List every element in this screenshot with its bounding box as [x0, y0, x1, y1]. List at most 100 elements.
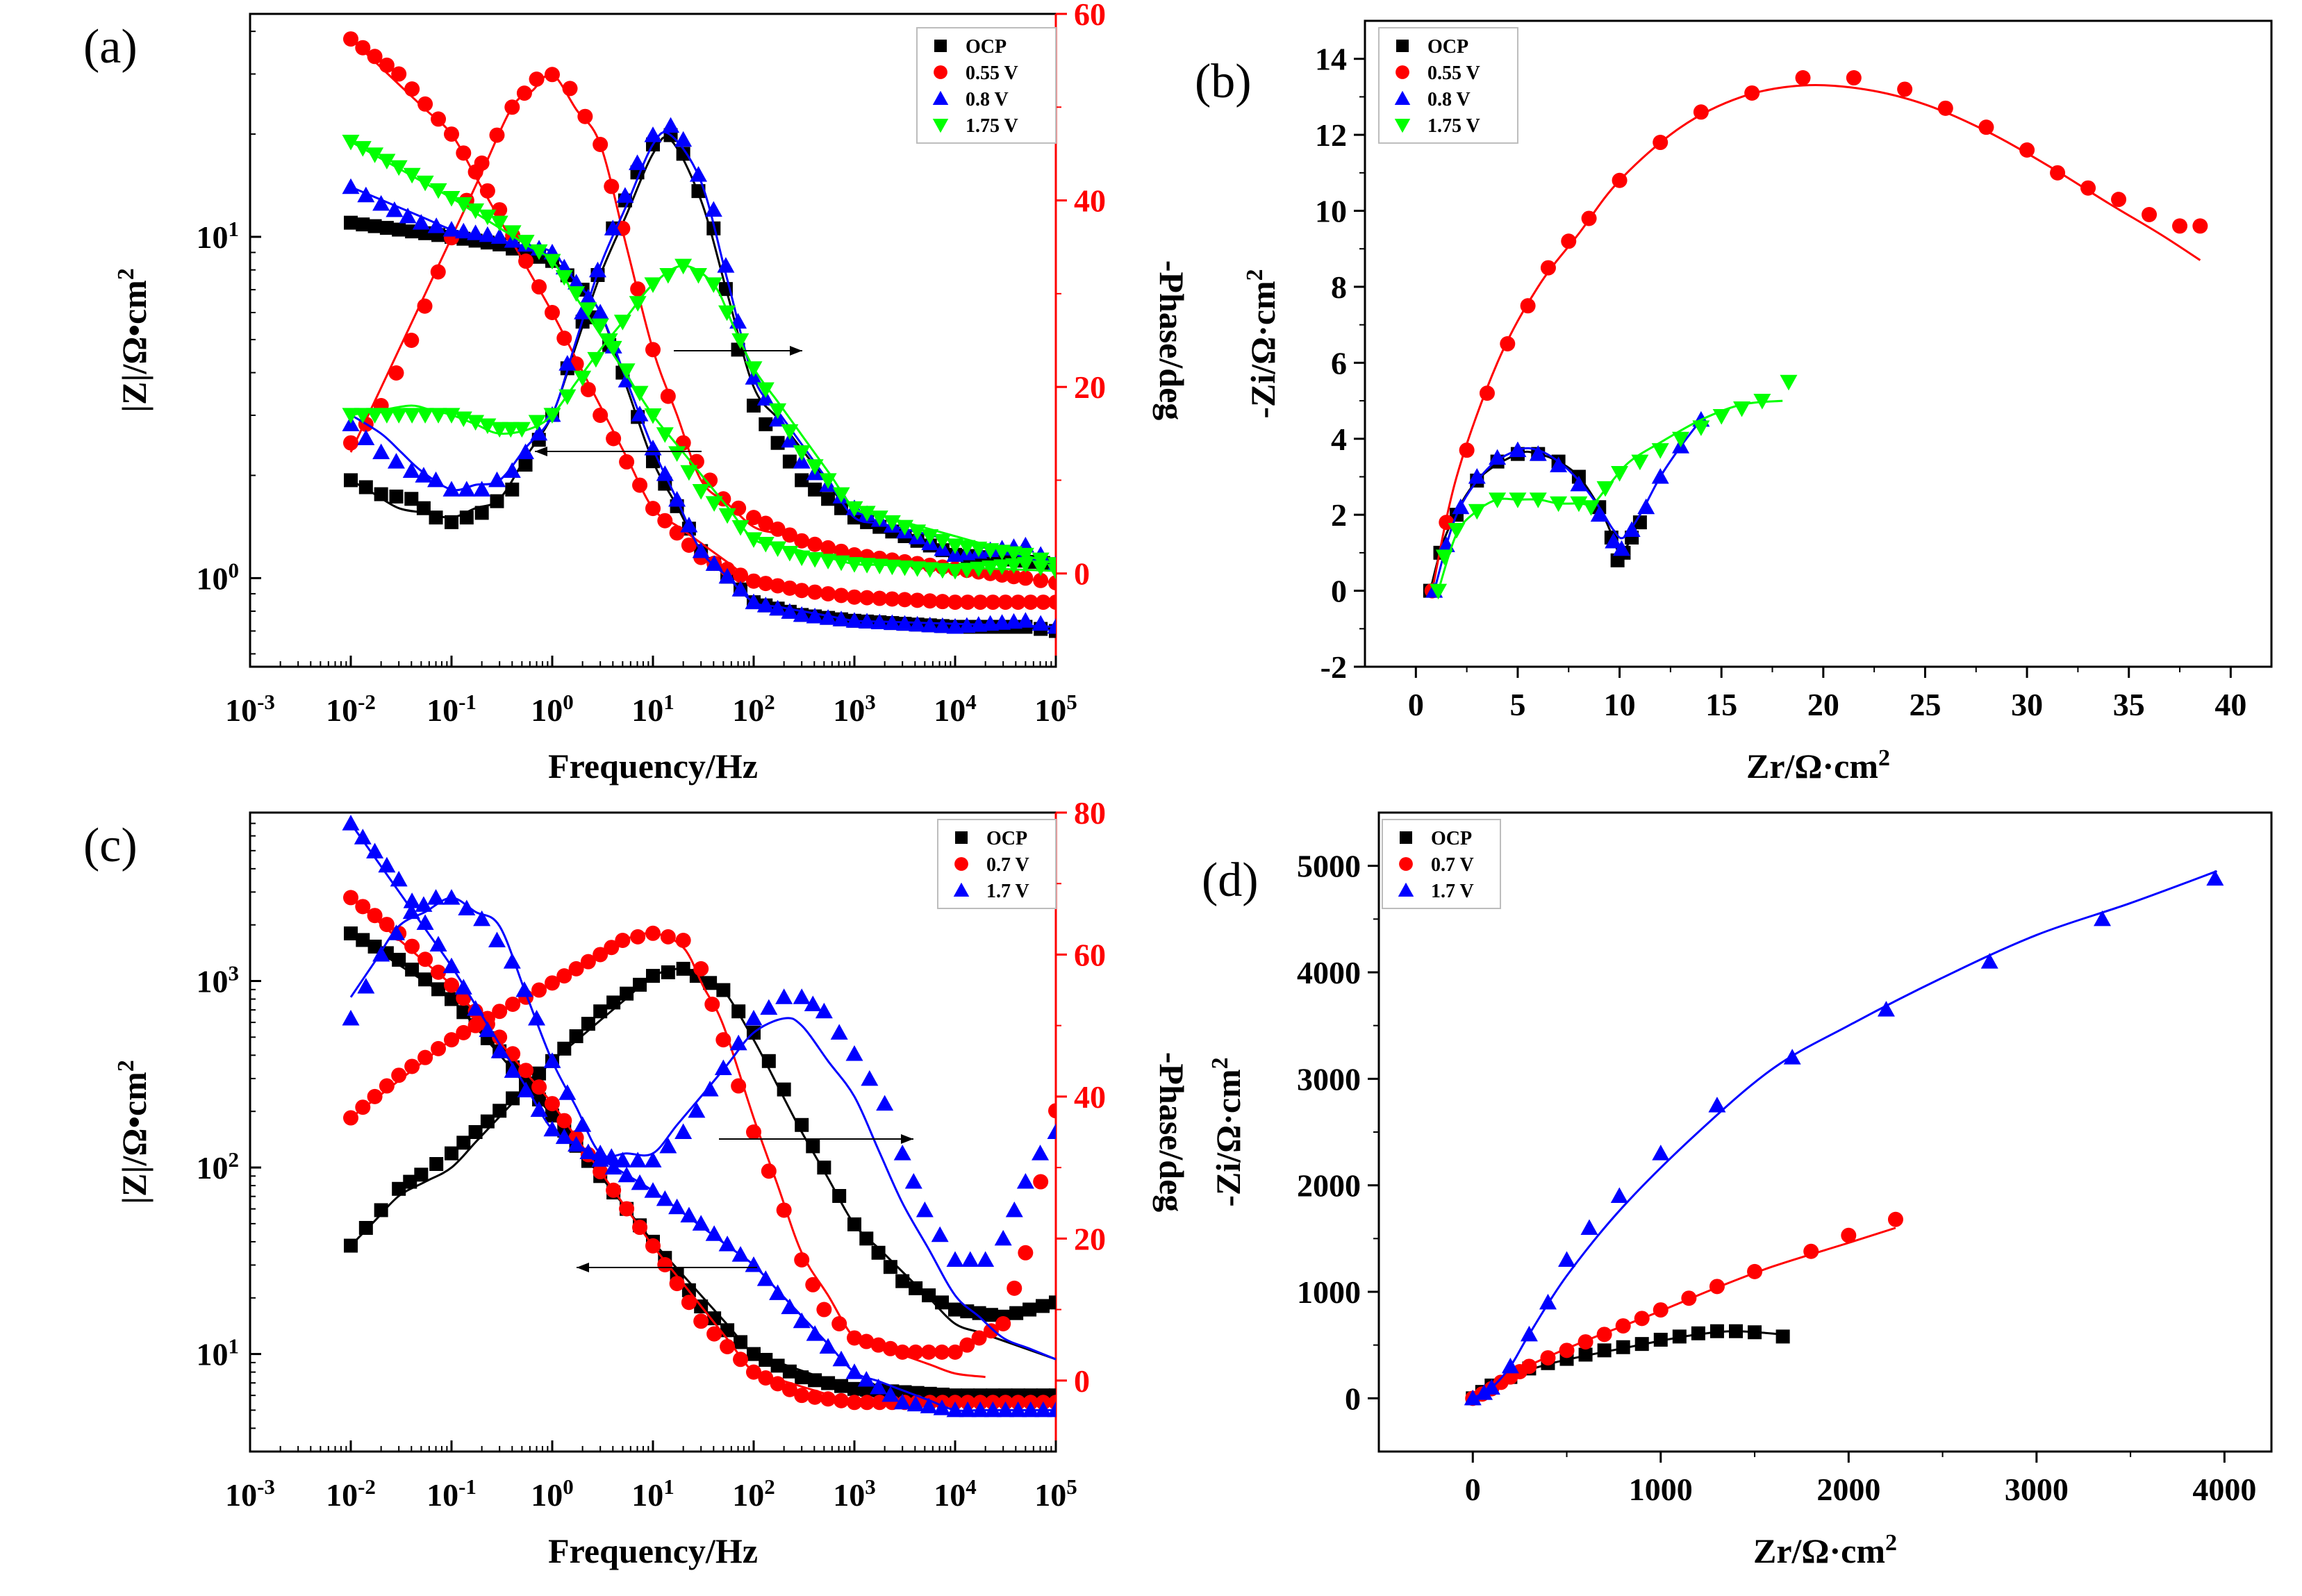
data-point-modulus: [391, 66, 407, 82]
y-tick-label: 4: [1331, 422, 1347, 457]
data-point-phase: [659, 268, 677, 284]
legend-marker-2: [1398, 882, 1414, 897]
data-point-modulus: [619, 454, 635, 470]
x-tick-label: 101: [631, 1474, 674, 1513]
x-tick-label: 4000: [2192, 1472, 2256, 1507]
data-point-phase: [417, 298, 433, 314]
data-point-modulus: [645, 1238, 661, 1254]
y-tick-label: 4000: [1297, 955, 1361, 990]
data-point-modulus: [355, 899, 371, 915]
data-point-modulus: [412, 214, 430, 230]
data-point-phase: [895, 1344, 911, 1360]
data-point-phase: [429, 510, 443, 525]
data-point-phase: [817, 1161, 831, 1175]
x-tick-label: 100: [531, 690, 574, 729]
data-point-modulus: [770, 578, 786, 594]
data-point-modulus: [1009, 1401, 1027, 1418]
data-point-phase: [593, 1004, 608, 1019]
data-point-modulus: [492, 202, 508, 218]
data-point-phase: [758, 515, 774, 531]
data-point-phase: [513, 422, 531, 438]
data-point-phase: [342, 408, 360, 424]
data-point-phase: [893, 1145, 911, 1161]
data-point-modulus: [386, 201, 404, 217]
data-point-modulus: [367, 908, 383, 924]
data-point: [1652, 1145, 1670, 1161]
data-point-phase: [729, 1034, 747, 1051]
legend-marker-3: [1394, 119, 1411, 133]
data-point-phase: [896, 519, 913, 536]
data-point: [1693, 104, 1709, 120]
x-tick-label: 10-3: [225, 1474, 275, 1513]
data-point-modulus: [909, 592, 925, 608]
data-point-modulus: [718, 567, 736, 584]
data-point: [1616, 1340, 1630, 1354]
data-point-modulus: [720, 1323, 735, 1338]
data-point-modulus: [832, 610, 850, 626]
x-tick-label: 5: [1509, 687, 1525, 722]
data-point-phase: [344, 1238, 358, 1253]
series-1-7-v: [1464, 870, 2224, 1406]
data-point-phase: [490, 422, 508, 438]
data-point-phase: [646, 969, 660, 983]
data-point-modulus: [1022, 595, 1038, 610]
data-point-phase: [807, 536, 823, 552]
y2-tick-label: 60: [1074, 937, 1106, 972]
data-point-phase: [456, 1024, 472, 1040]
data-point-modulus: [793, 550, 811, 567]
data-point-phase: [781, 424, 799, 440]
data-point-modulus: [997, 1401, 1014, 1418]
data-point-phase: [1032, 1145, 1050, 1161]
data-point-modulus: [782, 1364, 797, 1379]
data-point-modulus: [1032, 615, 1050, 631]
data-point-phase: [528, 415, 546, 431]
x-tick-label: 15: [1705, 687, 1737, 722]
data-point: [2080, 180, 2096, 196]
data-point-phase: [688, 1102, 706, 1118]
data-point-phase: [403, 408, 421, 424]
data-point-modulus: [418, 226, 433, 240]
data-point-phase: [492, 1104, 507, 1118]
data-point-phase: [528, 1009, 546, 1026]
fit-line: [1472, 870, 2218, 1399]
plot-area: [342, 31, 1056, 638]
data-point-modulus: [958, 563, 976, 579]
legend-marker-1: [934, 65, 947, 79]
data-point-modulus: [958, 617, 976, 633]
data-point-modulus: [479, 209, 497, 226]
legend-marker-2: [953, 882, 970, 897]
data-point-phase: [845, 501, 863, 517]
data-point-modulus: [834, 1379, 849, 1393]
data-point-phase: [794, 533, 810, 549]
data-point: [1780, 374, 1798, 391]
data-point-phase: [458, 481, 476, 497]
data-point-modulus: [632, 477, 648, 493]
data-point-modulus: [1047, 618, 1056, 634]
data-point-modulus: [378, 856, 396, 873]
data-point: [1475, 1384, 1493, 1400]
data-point-modulus: [922, 593, 938, 609]
data-point-phase: [604, 940, 620, 956]
data-point-phase: [746, 510, 761, 526]
legend-label: 1.7 V: [1431, 881, 1474, 902]
data-point-modulus: [556, 330, 572, 346]
data-point-phase: [388, 365, 404, 381]
data-point: [2172, 218, 2188, 234]
data-point-modulus: [859, 590, 875, 606]
data-point: [1775, 1329, 1790, 1344]
data-point-phase: [704, 277, 722, 293]
data-point-modulus: [734, 1335, 748, 1349]
data-point-phase: [674, 258, 693, 275]
data-point-phase: [556, 968, 572, 984]
data-point-modulus: [832, 555, 850, 572]
data-point-modulus: [893, 1393, 911, 1410]
data-point-modulus: [746, 573, 761, 589]
data-point-modulus: [593, 407, 608, 423]
data-point-phase: [389, 489, 404, 504]
data-point: [2050, 165, 2066, 181]
y-tick-label: -2: [1320, 649, 1347, 685]
data-point-phase: [427, 471, 445, 488]
legend-label: 1.75 V: [966, 115, 1018, 137]
x-axis-title: Zr/Ω·cm2: [1753, 1530, 1897, 1571]
data-point-modulus: [934, 617, 952, 633]
